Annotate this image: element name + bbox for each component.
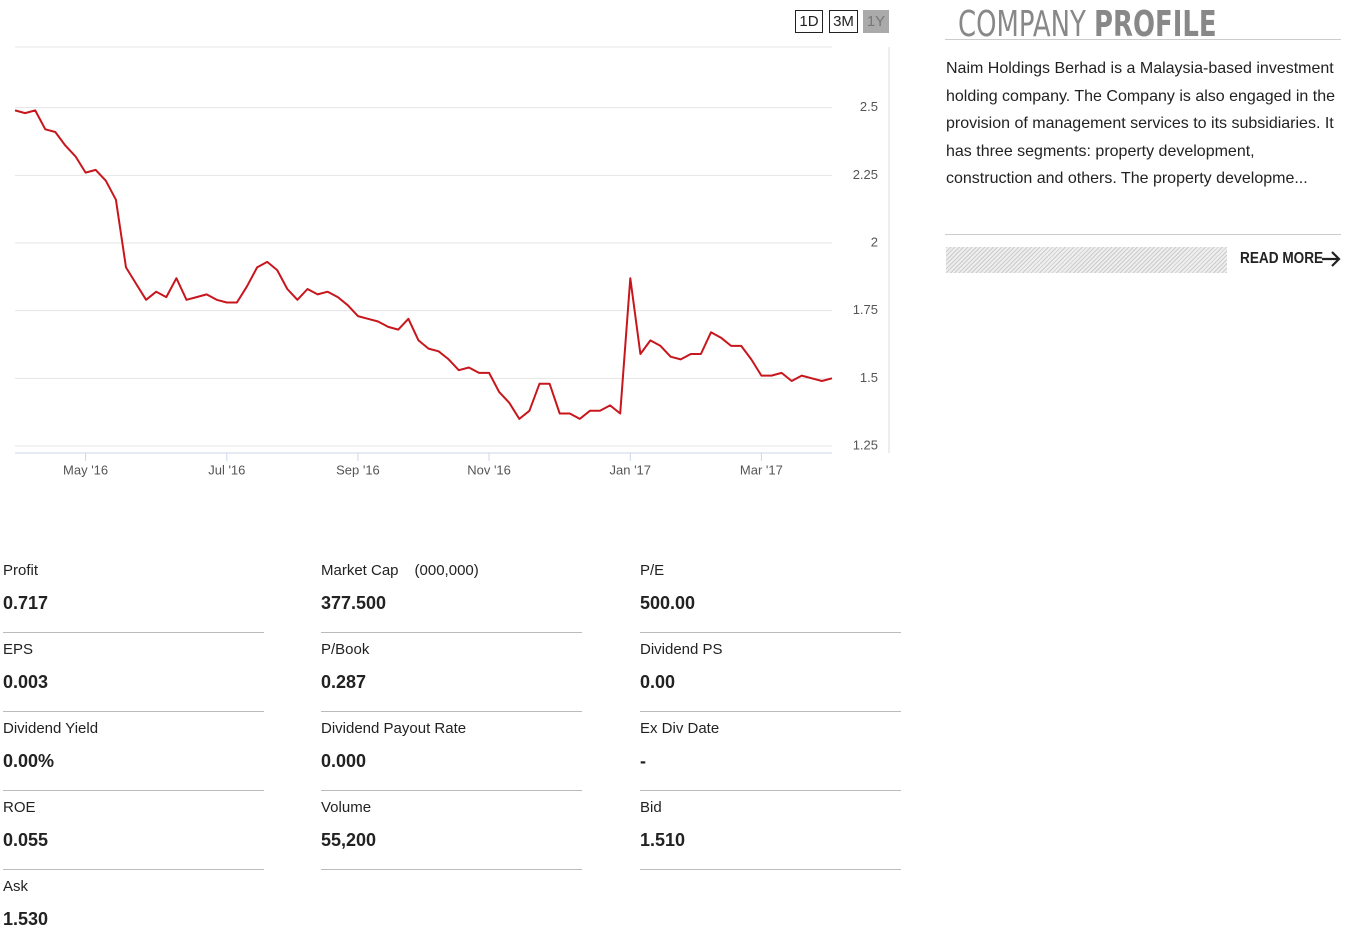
stat-label-text: ROE — [3, 799, 36, 816]
stat-label-text: P/E — [640, 562, 665, 579]
x-tick-label: Sep '16 — [336, 462, 380, 477]
range-button[interactable]: 1D — [795, 10, 823, 33]
stat-value: 0.287 — [321, 672, 367, 692]
stat-value: 500.00 — [640, 593, 696, 613]
stat-value: 0.717 — [3, 593, 49, 613]
stat-value: 1.530 — [3, 909, 49, 929]
y-tick-label: 2 — [871, 234, 878, 249]
stat-cell: Dividend Yield 0.00% — [3, 718, 264, 791]
stat-cell: ROE 0.055 — [3, 797, 264, 870]
title-light: COMPANY — [958, 4, 1086, 45]
stat-label: EPS — [3, 641, 33, 658]
x-tick-label: May '16 — [63, 462, 108, 477]
stat-label-text: Bid — [640, 799, 662, 816]
stat-label: Market Cap (000,000) — [321, 562, 479, 579]
stat-value: 1.510 — [640, 830, 686, 850]
stat-cell: P/Book 0.287 — [321, 639, 582, 712]
stat-label: Bid — [640, 799, 662, 816]
stat-label-text: Volume — [321, 799, 372, 816]
stat-value: 55,200 — [321, 830, 377, 850]
stat-label-text: P/Book — [321, 641, 370, 658]
profile-title: COMPANY PROFILE — [958, 4, 1217, 45]
stat-label: P/E — [640, 562, 664, 579]
stat-label: Dividend PS — [640, 641, 723, 658]
stat-value: 0.00% — [3, 751, 55, 771]
stat-label-text: Dividend Payout Rate — [321, 720, 467, 737]
stat-label-text: Ask — [3, 878, 29, 895]
y-tick-label: 1.25 — [853, 437, 878, 452]
y-tick-label: 2.5 — [860, 99, 878, 114]
stat-cell: Bid 1.510 — [640, 797, 901, 870]
stat-label-text: Market Cap — [321, 562, 399, 579]
x-tick-label: Jul '16 — [208, 462, 245, 477]
stat-label: Profit — [3, 562, 38, 579]
stat-label: Dividend Payout Rate — [321, 720, 466, 737]
stat-cell: Profit 0.717 — [3, 560, 264, 633]
stat-cell: Volume 55,200 — [321, 797, 582, 870]
stat-label: Ask — [3, 878, 28, 895]
stat-label: Dividend Yield — [3, 720, 98, 737]
range-button[interactable]: 1Y — [863, 10, 889, 33]
y-tick-label: 1.5 — [860, 370, 878, 385]
title-rule — [945, 39, 1341, 40]
price-line — [14, 109, 833, 420]
stat-label: ROE — [3, 799, 36, 816]
stat-cell: P/E 500.00 — [640, 560, 901, 633]
stat-label-text: EPS — [3, 641, 34, 658]
stat-label: P/Book — [321, 641, 369, 658]
stat-value: 0.000 — [321, 751, 367, 771]
x-tick-label: Nov '16 — [467, 462, 511, 477]
stat-label: Ex Div Date — [640, 720, 719, 737]
stat-value: 377.500 — [321, 593, 387, 613]
stat-value: 0.003 — [3, 672, 49, 692]
stat-label-text: Dividend Yield — [3, 720, 99, 737]
stat-value: - — [640, 751, 646, 771]
stat-cell: Ask 1.530 — [3, 876, 264, 948]
stat-cell: Dividend Payout Rate 0.000 — [321, 718, 582, 791]
read-more[interactable]: READ MORE — [1240, 250, 1323, 268]
stat-label-text: Profit — [3, 562, 39, 579]
y-tick-label: 1.75 — [853, 302, 878, 317]
price-chart: 1.25 1.5 1.75 2 2.25 2.5 May '16 Jul '16 Sep '16… — [14, 46, 890, 477]
read-more-text[interactable]: READ MORE — [1240, 250, 1324, 267]
title-bold: PROFILE — [1094, 4, 1217, 45]
profile-text: Naim Holdings Berhad is a Malaysia-based… — [946, 60, 1335, 188]
stat-value: 0.00 — [640, 672, 676, 692]
profile-rule — [945, 234, 1341, 235]
arrow-icon[interactable] — [1320, 249, 1342, 269]
stat-label: Volume — [321, 799, 371, 816]
stat-cell: Dividend PS 0.00 — [640, 639, 901, 712]
stat-cell: Ex Div Date - — [640, 718, 901, 791]
range-button[interactable]: 3M — [829, 10, 858, 33]
stat-value: 0.055 — [3, 830, 49, 850]
hatch-bar — [946, 247, 1227, 273]
stat-label-text: Dividend PS — [640, 641, 723, 658]
x-tick-label: Jan '17 — [610, 462, 652, 477]
stat-cell: EPS 0.003 — [3, 639, 264, 712]
x-tick-label: Mar '17 — [740, 462, 783, 477]
stat-cell: Market Cap (000,000) 377.500 — [321, 560, 582, 633]
stat-unit: (000,000) — [414, 562, 479, 579]
stat-label-text: Ex Div Date — [640, 720, 720, 737]
y-tick-label: 2.25 — [853, 167, 878, 182]
